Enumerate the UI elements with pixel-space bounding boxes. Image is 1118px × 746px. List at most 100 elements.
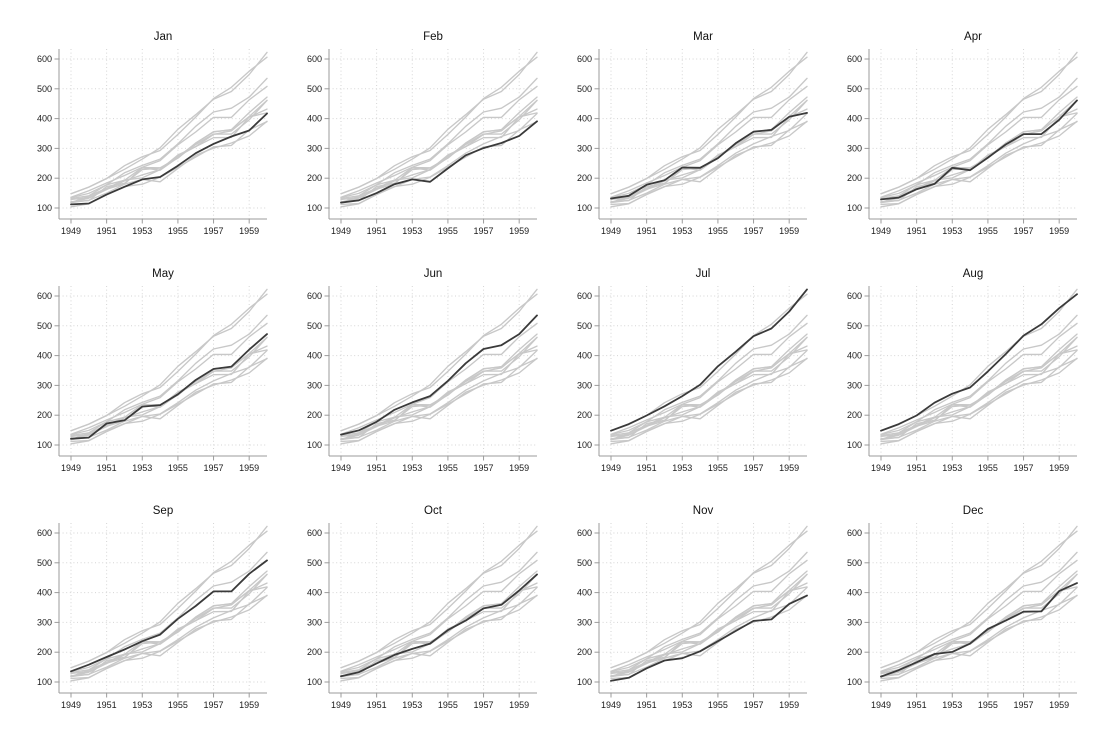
panel-plot-may: 100 200 300 400 500 600 1949 1951 1953 1955 1957 19… xyxy=(37,268,268,473)
y-tick-label: 400 xyxy=(577,588,592,598)
x-tick-label: 1955 xyxy=(438,700,458,710)
highlight-line-jul xyxy=(610,288,808,432)
context-line-feb xyxy=(610,120,808,204)
panel-plot-oct: 100 200 300 400 500 600 1949 1951 1953 1955 1957 19… xyxy=(307,505,538,710)
context-line-aug xyxy=(70,293,268,432)
x-tick-label: 1955 xyxy=(708,463,728,473)
x-tick-label: 1951 xyxy=(637,226,657,236)
context-line-dec xyxy=(610,345,808,441)
x-tick-label: 1949 xyxy=(331,700,351,710)
panel-title: May xyxy=(152,268,174,280)
x-tick-label: 1959 xyxy=(509,700,529,710)
context-line-sep xyxy=(340,85,538,198)
x-tick-label: 1951 xyxy=(637,463,657,473)
highlight-line-nov xyxy=(610,594,808,682)
y-tick-label: 600 xyxy=(847,54,862,64)
y-tick-label: 300 xyxy=(577,143,592,153)
y-tick-label: 100 xyxy=(37,677,52,687)
panel-title: Jun xyxy=(424,268,443,280)
chart-panel-nov: 100 200 300 400 500 600 1949 1951 1953 1955 1957 19… xyxy=(559,483,829,720)
chart-panel-jan: 100 200 300 400 500 600 1949 1951 1953 1955 1957 19… xyxy=(19,9,289,246)
x-tick-label: 1949 xyxy=(61,463,81,473)
y-tick-label: 200 xyxy=(37,647,52,657)
x-tick-label: 1957 xyxy=(204,700,224,710)
context-line-jun xyxy=(880,314,1078,436)
y-tick-label: 300 xyxy=(847,143,862,153)
panel-plot-mar: 100 200 300 400 500 600 1949 1951 1953 1955 1957 19… xyxy=(577,31,808,236)
highlight-line-may xyxy=(70,333,268,440)
y-tick-label: 200 xyxy=(847,410,862,420)
x-tick-label: 1955 xyxy=(438,226,458,236)
highlight-line-jun xyxy=(340,314,538,436)
context-line-jun xyxy=(70,314,268,436)
context-line-aug xyxy=(880,56,1078,195)
x-tick-label: 1951 xyxy=(97,226,117,236)
y-tick-label: 100 xyxy=(847,203,862,213)
context-line-jun xyxy=(880,551,1078,673)
y-tick-label: 500 xyxy=(847,321,862,331)
x-tick-label: 1959 xyxy=(1049,700,1069,710)
x-tick-label: 1957 xyxy=(1014,463,1034,473)
x-tick-label: 1959 xyxy=(239,700,259,710)
x-tick-label: 1957 xyxy=(474,700,494,710)
context-line-dec xyxy=(880,108,1078,204)
context-line-dec xyxy=(70,582,268,678)
x-tick-label: 1955 xyxy=(708,226,728,236)
x-tick-label: 1953 xyxy=(672,226,692,236)
context-line-apr xyxy=(610,573,808,675)
panel-plot-jun: 100 200 300 400 500 600 1949 1951 1953 1955 1957 19… xyxy=(307,268,538,473)
x-tick-label: 1949 xyxy=(331,226,351,236)
x-tick-label: 1955 xyxy=(438,463,458,473)
context-line-sep xyxy=(70,322,268,435)
context-line-sep xyxy=(340,559,538,672)
x-tick-label: 1959 xyxy=(239,226,259,236)
chart-panel-may: 100 200 300 400 500 600 1949 1951 1953 1955 1957 19… xyxy=(19,246,289,483)
context-line-apr xyxy=(70,99,268,201)
context-line-nov xyxy=(340,120,538,208)
panel-plot-feb: 100 200 300 400 500 600 1949 1951 1953 1955 1957 19… xyxy=(307,31,538,236)
x-tick-label: 1957 xyxy=(474,463,494,473)
panel-title: Nov xyxy=(693,505,714,517)
y-tick-label: 500 xyxy=(37,321,52,331)
context-line-sep xyxy=(880,559,1078,672)
context-line-nov xyxy=(610,120,808,208)
y-tick-label: 200 xyxy=(847,647,862,657)
context-line-aug xyxy=(610,56,808,195)
highlight-line-dec xyxy=(880,582,1078,678)
context-line-apr xyxy=(610,336,808,438)
y-tick-label: 300 xyxy=(37,617,52,627)
chart-panel-dec: 100 200 300 400 500 600 1949 1951 1953 1955 1957 19… xyxy=(829,483,1099,720)
context-line-aug xyxy=(880,530,1078,669)
context-line-apr xyxy=(340,99,538,201)
x-tick-label: 1951 xyxy=(907,463,927,473)
context-line-nov xyxy=(70,594,268,682)
context-line-feb xyxy=(70,120,268,204)
x-tick-label: 1949 xyxy=(61,226,81,236)
y-tick-label: 300 xyxy=(307,380,322,390)
y-tick-label: 300 xyxy=(577,617,592,627)
x-tick-label: 1951 xyxy=(367,700,387,710)
context-line-aug xyxy=(340,530,538,669)
panel-plot-jul: 100 200 300 400 500 600 1949 1951 1953 1955 1957 19… xyxy=(577,268,808,473)
highlight-line-sep xyxy=(70,559,268,673)
y-tick-label: 600 xyxy=(37,54,52,64)
panel-plot-sep: 100 200 300 400 500 600 1949 1951 1953 1955 1957 19… xyxy=(37,505,268,710)
y-tick-label: 400 xyxy=(307,351,322,361)
x-tick-label: 1955 xyxy=(978,700,998,710)
context-line-dec xyxy=(70,108,268,204)
y-tick-label: 100 xyxy=(577,203,592,213)
x-tick-label: 1959 xyxy=(779,700,799,710)
y-tick-label: 600 xyxy=(37,528,52,538)
y-tick-label: 300 xyxy=(307,143,322,153)
context-line-jun xyxy=(610,551,808,673)
context-line-apr xyxy=(610,99,808,201)
x-tick-label: 1949 xyxy=(871,226,891,236)
y-tick-label: 500 xyxy=(577,84,592,94)
chart-panel-jul: 100 200 300 400 500 600 1949 1951 1953 1955 1957 19… xyxy=(559,246,829,483)
context-line-dec xyxy=(340,345,538,441)
x-tick-label: 1953 xyxy=(672,463,692,473)
y-tick-label: 200 xyxy=(847,173,862,183)
panel-plot-aug: 100 200 300 400 500 600 1949 1951 1953 1955 1957 19… xyxy=(847,268,1078,473)
highlight-line-oct xyxy=(340,573,538,678)
y-tick-label: 500 xyxy=(307,84,322,94)
